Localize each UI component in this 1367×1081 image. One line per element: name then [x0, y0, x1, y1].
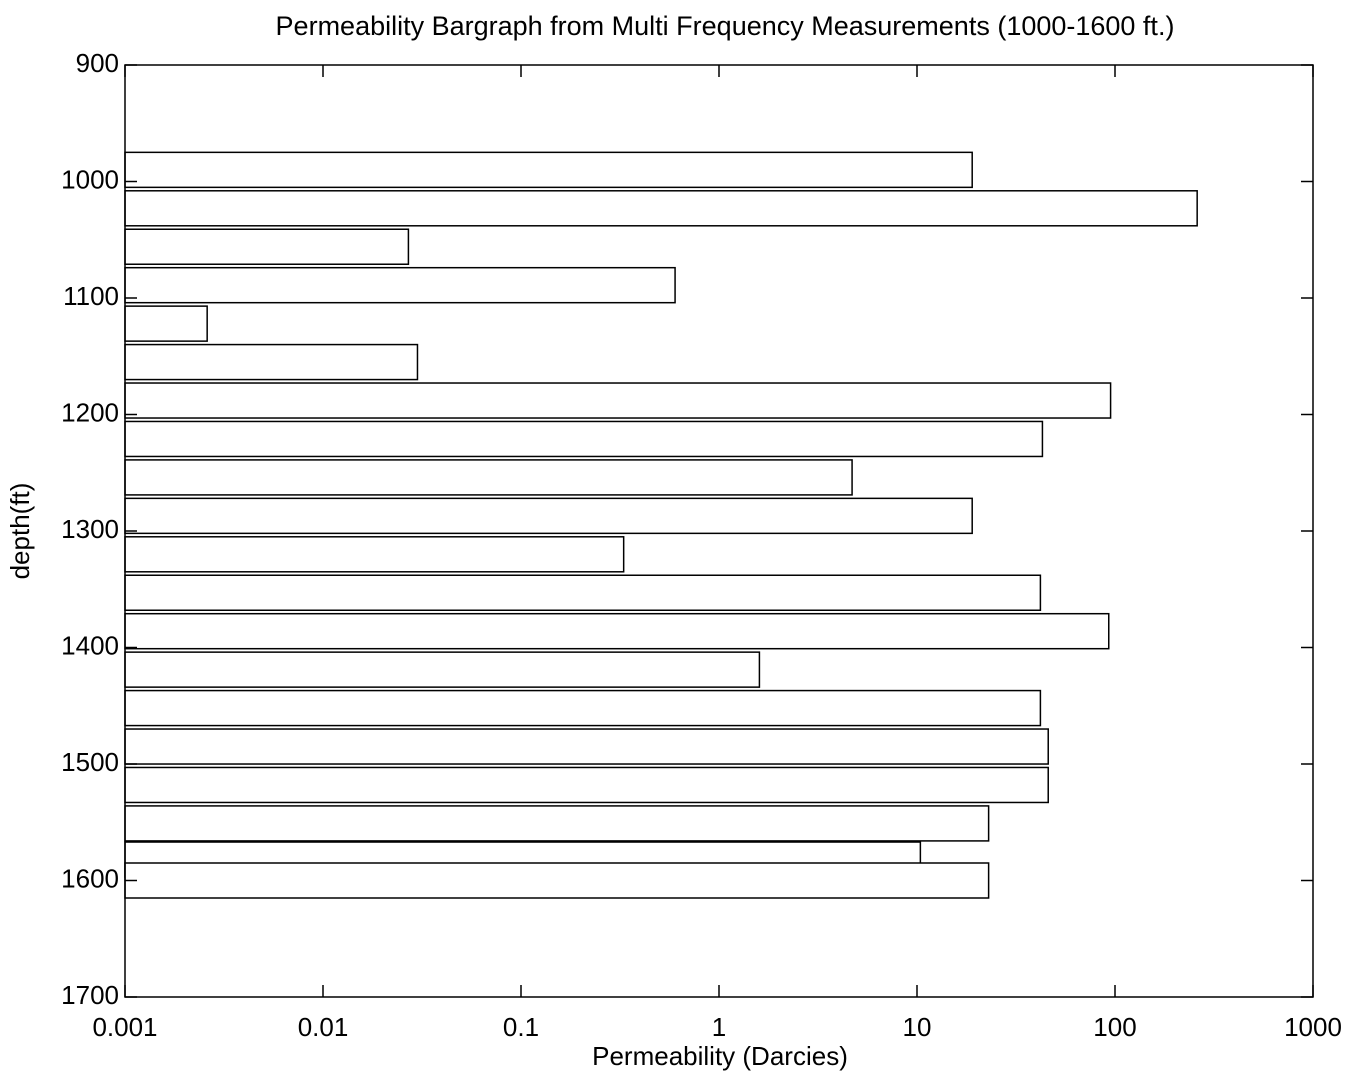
y-tick-label: 1500	[61, 747, 119, 777]
bar	[124, 420, 1044, 458]
bar	[124, 190, 1198, 227]
bar	[124, 651, 761, 688]
x-tick-label: 10	[903, 1012, 932, 1042]
y-tick-label: 1000	[61, 164, 119, 194]
y-tick-label: 1700	[61, 980, 119, 1010]
bar	[124, 766, 1049, 804]
x-tick-label: 100	[1093, 1012, 1136, 1042]
bar	[124, 305, 208, 342]
bar	[124, 574, 1042, 611]
bar	[124, 862, 990, 899]
bar	[124, 728, 1049, 765]
y-tick-label: 900	[76, 48, 119, 78]
y-tick-label: 1200	[61, 397, 119, 427]
bar	[124, 497, 973, 535]
bar	[124, 689, 1042, 727]
bar	[124, 382, 1112, 419]
bar	[124, 612, 1110, 650]
x-axis-label: Permeability (Darcies)	[592, 1041, 848, 1071]
bar	[124, 228, 410, 265]
x-tick-label: 1000	[1284, 1012, 1342, 1042]
bar	[124, 151, 973, 189]
bar	[124, 266, 676, 304]
y-axis-label: depth(ft)	[5, 483, 35, 580]
y-tick-label: 1300	[61, 514, 119, 544]
bar	[124, 459, 853, 496]
x-tick-label: 0.001	[92, 1012, 157, 1042]
y-tick-label: 1400	[61, 630, 119, 660]
x-tick-label: 0.1	[503, 1012, 539, 1042]
x-tick-label: 0.01	[298, 1012, 349, 1042]
y-tick-label: 1600	[61, 863, 119, 893]
bar	[124, 343, 419, 381]
x-tick-label: 1	[712, 1012, 726, 1042]
y-tick-label: 1100	[63, 281, 119, 311]
bar	[124, 805, 990, 842]
bar	[124, 536, 625, 573]
chart-title: Permeability Bargraph from Multi Frequen…	[276, 11, 1175, 41]
